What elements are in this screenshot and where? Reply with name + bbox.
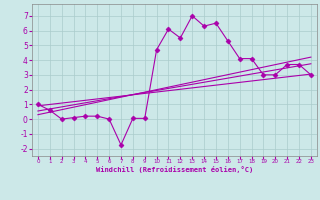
X-axis label: Windchill (Refroidissement éolien,°C): Windchill (Refroidissement éolien,°C) [96,166,253,173]
